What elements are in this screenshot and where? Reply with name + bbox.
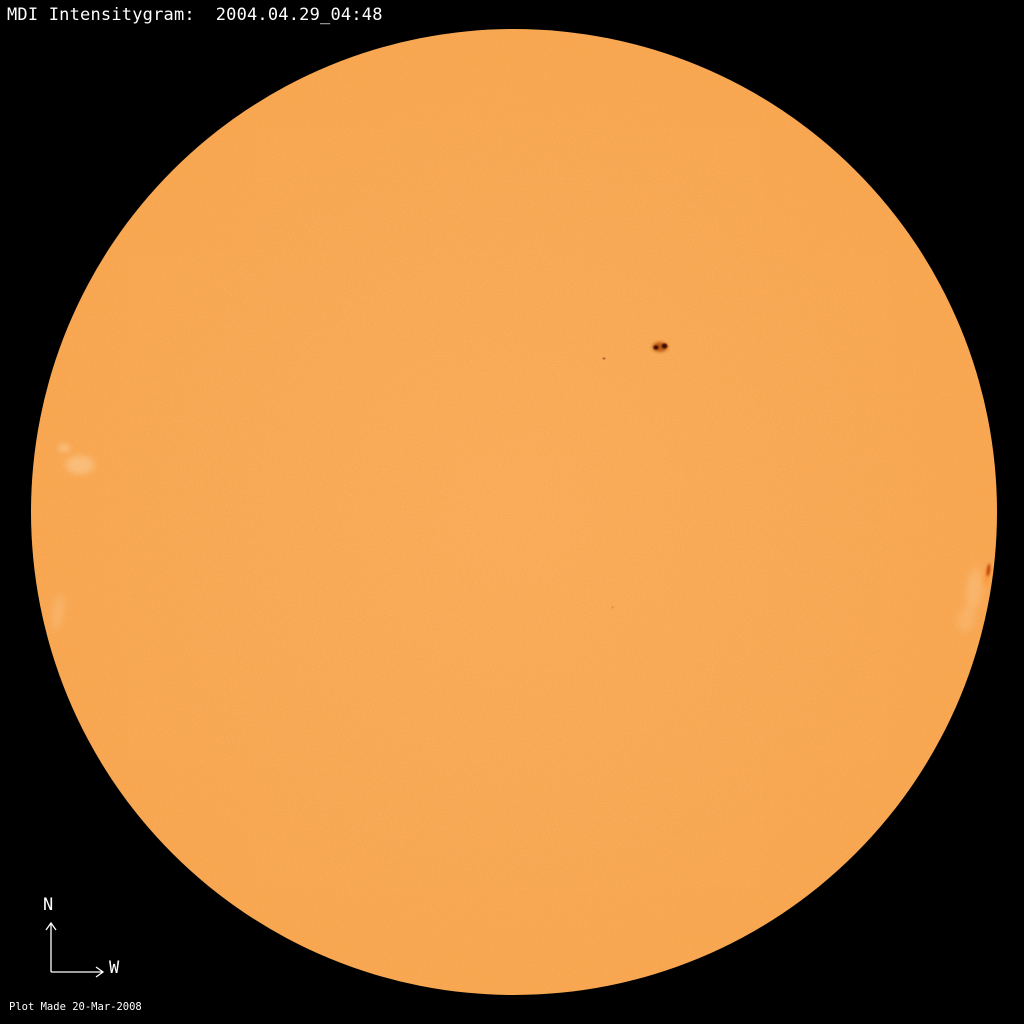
facula-patch <box>57 450 103 480</box>
sun-disk <box>31 29 997 995</box>
compass-north-label: N <box>43 895 54 915</box>
plot-made-label: Plot Made 20-Mar-2008 <box>9 1001 142 1013</box>
granulation-texture <box>31 29 997 995</box>
compass-arrows-icon <box>45 921 105 978</box>
sunspot-core <box>652 344 660 351</box>
sunspot-pore <box>610 605 614 609</box>
compass-west-label: W <box>109 958 120 978</box>
sunspot-pore <box>601 356 606 361</box>
sunspot-core <box>659 342 669 350</box>
facula-patch <box>53 440 75 456</box>
plot-title: MDI Intensitygram: 2004.04.29_04:48 <box>7 5 383 25</box>
